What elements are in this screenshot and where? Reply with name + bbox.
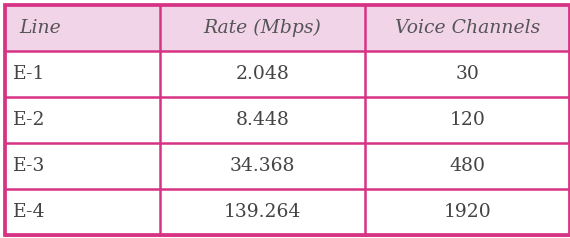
Bar xyxy=(5,5,570,51)
Text: 2.048: 2.048 xyxy=(235,65,290,83)
Text: 8.448: 8.448 xyxy=(235,111,290,129)
Bar xyxy=(5,51,570,235)
Text: E-4: E-4 xyxy=(13,203,46,221)
Text: 120: 120 xyxy=(450,111,486,129)
Text: 34.368: 34.368 xyxy=(230,157,295,175)
Text: E-2: E-2 xyxy=(13,111,46,129)
Text: 1920: 1920 xyxy=(443,203,491,221)
Text: Voice Channels: Voice Channels xyxy=(395,19,540,37)
Text: 30: 30 xyxy=(455,65,479,83)
Text: Line: Line xyxy=(19,19,61,37)
Text: 139.264: 139.264 xyxy=(224,203,301,221)
Text: Rate (Mbps): Rate (Mbps) xyxy=(203,19,321,37)
Text: E-3: E-3 xyxy=(13,157,46,175)
Text: E-1: E-1 xyxy=(13,65,46,83)
Text: 480: 480 xyxy=(450,157,486,175)
